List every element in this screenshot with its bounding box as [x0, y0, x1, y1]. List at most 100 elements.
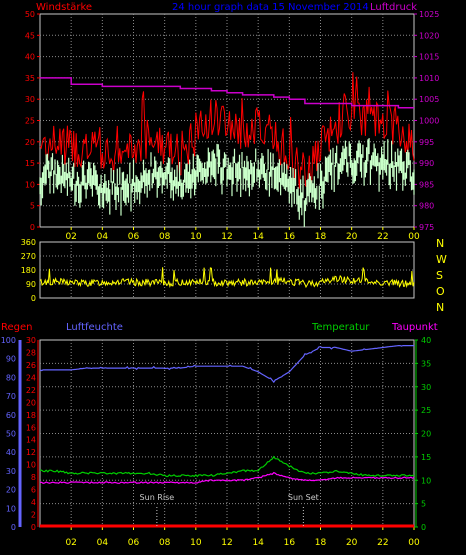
sun-marker-label: Sun Rise [140, 493, 175, 502]
direction-axis-label: 0 [31, 294, 36, 303]
temperature-axis-label: 35 [421, 359, 431, 368]
dewpoint-label: Taupunkt [391, 322, 438, 333]
wind-axis-label: 20 [25, 138, 35, 147]
rain-axis-label: 8 [31, 473, 36, 482]
rain-axis-label: 28 [26, 348, 36, 357]
panel1-xtick-label: 08 [159, 232, 171, 242]
panel3-xtick-label: 12 [221, 538, 232, 548]
panel1-xtick-label: 12 [221, 232, 232, 242]
temperature-axis-label: 10 [421, 476, 431, 485]
pressure-axis-label: 1015 [419, 53, 439, 62]
humidity-axis-label: 70 [6, 392, 16, 401]
wind-axis-label: 5 [30, 202, 35, 211]
temperature-axis-label: 40 [421, 336, 431, 345]
rain-axis-label: 20 [26, 398, 36, 407]
graph-title: 24 hour graph data 15 November 2014 [172, 2, 369, 13]
panel3-xtick-label: 20 [346, 538, 358, 548]
temperature-axis-label: 5 [421, 500, 426, 509]
direction-axis-label: 270 [21, 252, 36, 261]
temperature-axis-label: 20 [421, 430, 431, 439]
direction-axis-label: 180 [21, 266, 36, 275]
wind-axis-label: 0 [30, 223, 35, 232]
panel1-xtick-label: 14 [252, 232, 264, 242]
pressure-axis-label: 1000 [419, 117, 439, 126]
temperature-axis-label: 25 [421, 406, 431, 415]
rain-axis-label: 0 [31, 523, 36, 532]
rain-axis-label: 24 [26, 373, 36, 382]
wind-direction-series [39, 267, 415, 289]
wind-axis-label: 50 [25, 10, 35, 19]
humidity-series [39, 345, 414, 384]
rain-axis-label: 6 [31, 486, 36, 495]
rain-axis-label: 18 [26, 411, 36, 420]
panel1-xtick-label: 00 [408, 232, 420, 242]
panel1-xtick-label: 04 [97, 232, 109, 242]
compass-letter: O [436, 285, 445, 298]
humidity-axis-label: 0 [11, 523, 16, 532]
wind-axis-label: 35 [25, 74, 35, 83]
wind-strength-label: Windstärke [36, 2, 92, 13]
humidity-axis-label: 40 [6, 448, 16, 457]
rain-label: Regen [1, 322, 33, 333]
wind-axis-label: 15 [25, 159, 35, 168]
panel3-xtick-label: 22 [377, 538, 388, 548]
pressure-axis-label: 995 [419, 138, 434, 147]
panel1-xtick-label: 16 [284, 232, 296, 242]
panel3-xtick-label: 10 [190, 538, 202, 548]
panel3-xtick-label: 08 [159, 538, 171, 548]
rain-axis-label: 12 [26, 448, 36, 457]
temperature-series [39, 455, 415, 478]
humidity-axis-label: 100 [1, 336, 16, 345]
rain-axis-label: 4 [31, 498, 36, 507]
wind-axis-label: 25 [25, 117, 35, 126]
air-pressure-series [40, 77, 414, 109]
rain-axis-label: 10 [26, 461, 36, 470]
wind-gust-series [39, 72, 415, 189]
wind-axis-label: 45 [25, 31, 35, 40]
pressure-axis-label: 1005 [419, 95, 439, 104]
temperature-axis-label: 15 [421, 453, 431, 462]
panel1-xtick-label: 20 [346, 232, 358, 242]
pressure-axis-label: 990 [419, 159, 434, 168]
compass-letter: N [436, 237, 444, 250]
humidity-axis-label: 10 [6, 504, 16, 513]
panel3-xtick-label: 14 [252, 538, 264, 548]
rain-axis-label: 22 [26, 386, 36, 395]
panel1-xtick-label: 10 [190, 232, 202, 242]
dewpoint-series [39, 471, 415, 485]
wind-strength-series [39, 138, 415, 227]
humidity-axis-label: 60 [6, 411, 16, 420]
pressure-axis-label: 1020 [419, 31, 439, 40]
temperature-label: Temperatur [311, 322, 370, 333]
humidity-axis-label: 30 [6, 467, 16, 476]
direction-axis-label: 90 [26, 280, 36, 289]
humidity-axis-label: 80 [6, 373, 16, 382]
humidity-label: Luftfeuchte [66, 322, 123, 333]
rain-axis-label: 30 [26, 336, 36, 345]
pressure-axis-label: 1010 [419, 74, 439, 83]
sun-marker-label: Sun Set [288, 493, 319, 502]
direction-axis-label: 360 [21, 238, 36, 247]
temperature-axis-label: 0 [421, 523, 426, 532]
humidity-axis-label: 20 [6, 486, 16, 495]
panel3-xtick-label: 04 [97, 538, 109, 548]
compass-letter: N [436, 301, 444, 314]
wind-axis-label: 30 [25, 95, 35, 104]
panel3-xtick-label: 02 [65, 538, 76, 548]
humidity-axis-label: 90 [6, 355, 16, 364]
air-pressure-label: Luftdruck [370, 2, 417, 13]
panel1-xtick-label: 18 [315, 232, 327, 242]
panel3-xtick-label: 00 [408, 538, 420, 548]
panel1-xtick-label: 06 [128, 232, 140, 242]
panel3-xtick-label: 18 [315, 538, 327, 548]
panel1-xtick-label: 22 [377, 232, 388, 242]
wind-axis-label: 40 [25, 53, 35, 62]
rain-axis-label: 16 [26, 423, 36, 432]
rain-axis-label: 14 [26, 436, 36, 445]
pressure-axis-label: 1025 [419, 10, 439, 19]
rain-axis-label: 2 [31, 511, 36, 520]
